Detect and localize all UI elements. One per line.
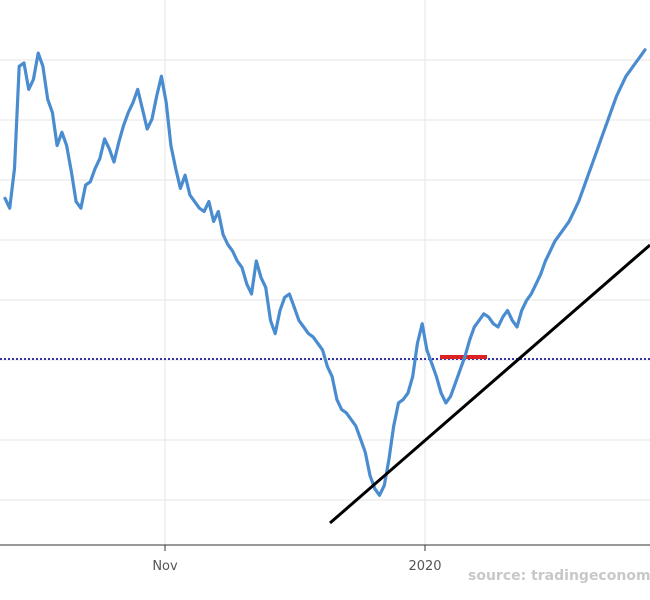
x-tick-label: Nov [152, 559, 178, 574]
grid [0, 0, 650, 545]
x-tick-label: 2020 [408, 559, 441, 574]
series-line [3, 48, 647, 497]
trendline [329, 243, 650, 525]
x-ticks: Nov 2020 [152, 545, 442, 574]
source-label: source: tradingeconomics.com [468, 568, 650, 584]
